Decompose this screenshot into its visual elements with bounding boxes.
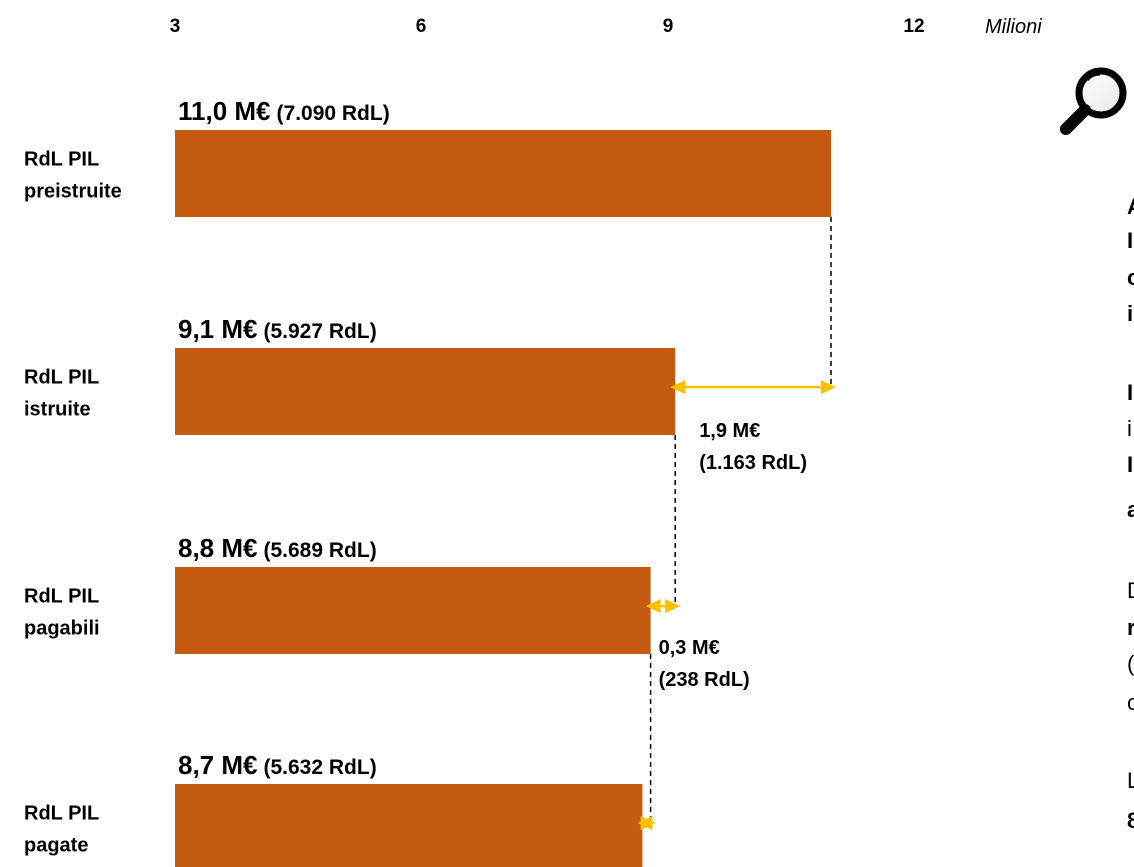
x-tick-label: 6 [416, 16, 427, 37]
value-label: 8,8 M€ (5.689 RdL) [178, 533, 377, 563]
side-text-fragment: 8 [1127, 808, 1134, 833]
difference-detail: (1.163 RdL) [699, 452, 807, 474]
category-label: RdL PIL [24, 803, 99, 825]
connector-lines [649, 217, 832, 824]
difference-annotations: 1,9 M€ (1.163 RdL) 0,3 M€ (238 RdL) [637, 380, 836, 831]
value-main: 11,0 M€ [178, 96, 271, 126]
bar [175, 130, 831, 217]
bars [175, 130, 831, 867]
side-text-fragment: i [1127, 301, 1133, 326]
magnifier-icon [1060, 67, 1127, 135]
value-detail: (7.090 RdL) [277, 102, 390, 125]
category-labels: RdL PIL preistruite RdL PIL istruite RdL PIL… [24, 149, 122, 857]
bar [175, 567, 651, 654]
difference-value: 1,9 M€ [699, 420, 760, 442]
difference-value: 0,3 M€ [659, 637, 720, 659]
x-axis-ticks: 3 6 9 12 [170, 16, 925, 37]
value-main: 8,7 M€ [178, 750, 258, 780]
side-text-fragment: I [1127, 380, 1133, 405]
difference-arrow-head [645, 599, 661, 614]
category-label: pagabili [24, 618, 100, 640]
difference-arrow-head [821, 380, 836, 395]
side-text-fragment: i [1127, 416, 1132, 441]
value-main: 9,1 M€ [178, 314, 258, 344]
side-panel-text: AIciIiIaDr(cL8 [1127, 194, 1134, 833]
value-detail: (5.689 RdL) [264, 539, 377, 562]
category-label: RdL PIL [24, 586, 99, 608]
x-tick-label: 3 [170, 16, 181, 37]
value-main: 8,8 M€ [178, 533, 258, 563]
x-tick-label: 12 [903, 16, 924, 37]
bar [175, 348, 676, 435]
side-text-fragment: I [1127, 452, 1133, 477]
category-label: preistruite [24, 181, 122, 203]
category-label: RdL PIL [24, 367, 99, 389]
difference-detail: (238 RdL) [659, 669, 750, 691]
difference-arrow-head [665, 599, 681, 614]
side-text-fragment: c [1127, 265, 1134, 290]
side-text-fragment: I [1127, 228, 1133, 253]
value-label: 9,1 M€ (5.927 RdL) [178, 314, 377, 344]
side-text-fragment: A [1127, 194, 1134, 219]
side-text-fragment: D [1127, 578, 1134, 603]
side-text-fragment: r [1127, 615, 1134, 640]
side-text-fragment: L [1127, 768, 1134, 793]
category-label: RdL PIL [24, 149, 99, 171]
value-detail: (5.632 RdL) [264, 756, 377, 779]
side-text-fragment: c [1127, 690, 1134, 715]
difference-arrow-head [640, 816, 656, 831]
value-label: 8,7 M€ (5.632 RdL) [178, 750, 377, 780]
value-label: 11,0 M€ (7.090 RdL) [178, 96, 390, 126]
unit-label: Milioni [985, 16, 1042, 38]
x-tick-label: 9 [663, 16, 674, 37]
side-text-fragment: ( [1127, 651, 1134, 676]
category-label: pagate [24, 835, 88, 857]
value-detail: (5.927 RdL) [264, 320, 377, 343]
difference-arrow-head [670, 380, 686, 395]
bar [175, 784, 643, 867]
category-label: istruite [24, 399, 91, 421]
side-text-fragment: a [1127, 497, 1134, 522]
value-labels: 11,0 M€ (7.090 RdL) 9,1 M€ (5.927 RdL) 8,8 M… [178, 96, 390, 780]
